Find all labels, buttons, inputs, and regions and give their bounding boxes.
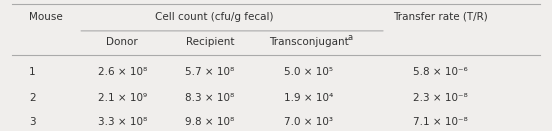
Text: 7.0 × 10³: 7.0 × 10³	[284, 117, 333, 127]
Text: 1.9 × 10⁴: 1.9 × 10⁴	[284, 93, 333, 103]
Text: 1: 1	[29, 67, 35, 77]
Text: 2.3 × 10⁻⁸: 2.3 × 10⁻⁸	[413, 93, 468, 103]
Text: Transfer rate (T/R): Transfer rate (T/R)	[394, 12, 488, 22]
Text: Cell count (cfu/g fecal): Cell count (cfu/g fecal)	[155, 12, 273, 22]
Text: 3: 3	[29, 117, 35, 127]
Text: 5.8 × 10⁻⁶: 5.8 × 10⁻⁶	[413, 67, 468, 77]
Text: 5.0 × 10⁵: 5.0 × 10⁵	[284, 67, 333, 77]
Text: 9.8 × 10⁸: 9.8 × 10⁸	[185, 117, 235, 127]
Text: 2.6 × 10⁸: 2.6 × 10⁸	[98, 67, 147, 77]
Text: 2: 2	[29, 93, 35, 103]
Text: 3.3 × 10⁸: 3.3 × 10⁸	[98, 117, 147, 127]
Text: Mouse: Mouse	[29, 12, 62, 22]
Text: 7.1 × 10⁻⁸: 7.1 × 10⁻⁸	[413, 117, 468, 127]
Text: 2.1 × 10⁹: 2.1 × 10⁹	[98, 93, 147, 103]
Text: 8.3 × 10⁸: 8.3 × 10⁸	[185, 93, 235, 103]
Text: Donor: Donor	[107, 37, 138, 47]
Text: 5.7 × 10⁸: 5.7 × 10⁸	[185, 67, 235, 77]
Text: Transconjugant: Transconjugant	[269, 37, 349, 47]
Text: a: a	[348, 33, 353, 42]
Text: Recipient: Recipient	[186, 37, 235, 47]
